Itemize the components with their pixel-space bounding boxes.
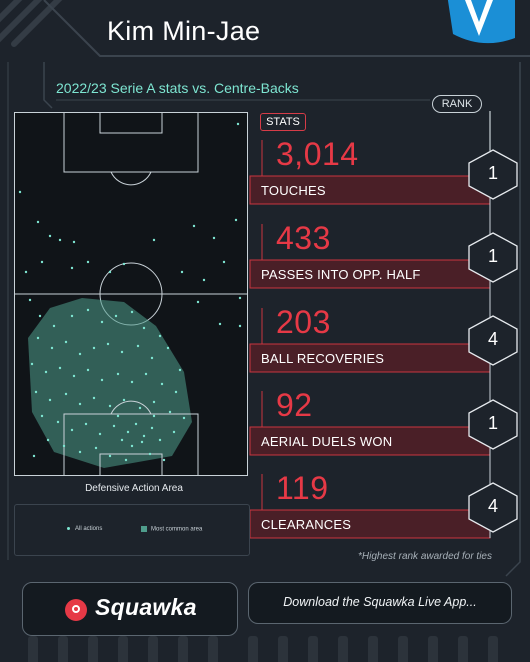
squawka-mark-icon: [65, 599, 87, 621]
legend-most-common-area-label: Most common area: [151, 526, 203, 533]
download-app-label: Download the Squawka Live App...: [283, 595, 477, 609]
rank-value-touches: 1: [487, 163, 498, 183]
rank-value-passes: 1: [487, 246, 498, 266]
legend-all-actions: All actions: [67, 526, 102, 532]
stat-value-clearances: 119: [276, 470, 329, 506]
squawka-logo-text: Squawka: [95, 594, 197, 620]
most-common-area-hull: [28, 298, 192, 468]
player-name: Kim Min-Jae: [107, 16, 261, 46]
stat-label-passes: PASSES INTO OPP. HALF: [261, 267, 421, 282]
stats-heading: STATS: [260, 113, 306, 131]
stats-subtitle: 2022/23 Serie A stats vs. Centre-Backs: [56, 80, 299, 96]
squawka-logo-box[interactable]: Squawka: [22, 582, 238, 636]
defensive-action-pitch: [14, 112, 248, 476]
stat-value-recoveries: 203: [276, 304, 331, 340]
stat-value-touches: 3,014: [276, 136, 359, 172]
stat-value-passes: 433: [276, 220, 331, 256]
download-app-button[interactable]: Download the Squawka Live App...: [248, 582, 512, 624]
stat-label-touches: TOUCHES: [261, 183, 326, 198]
ties-footnote: *Highest rank awarded for ties: [358, 551, 492, 562]
pitch-legend: All actions Most common area: [14, 504, 250, 556]
stat-value-aerial-duels: 92: [276, 387, 313, 423]
legend-all-actions-label: All actions: [75, 526, 103, 532]
legend-most-common-area: Most common area: [141, 526, 202, 533]
stat-label-recoveries: BALL RECOVERIES: [261, 351, 385, 366]
rank-value-recoveries: 4: [487, 329, 498, 349]
rank-heading: RANK: [432, 95, 482, 113]
pitch-caption: Defensive Action Area: [85, 483, 183, 494]
area-square-icon: [141, 526, 147, 532]
brand-logo-icon: [447, 0, 515, 44]
rank-value-clearances: 4: [487, 496, 498, 516]
rank-value-aerial-duels: 1: [487, 413, 498, 433]
action-dot-icon: [67, 526, 70, 530]
stat-label-aerial-duels: AERIAL DUELS WON: [261, 434, 393, 449]
stat-label-clearances: CLEARANCES: [261, 517, 352, 532]
